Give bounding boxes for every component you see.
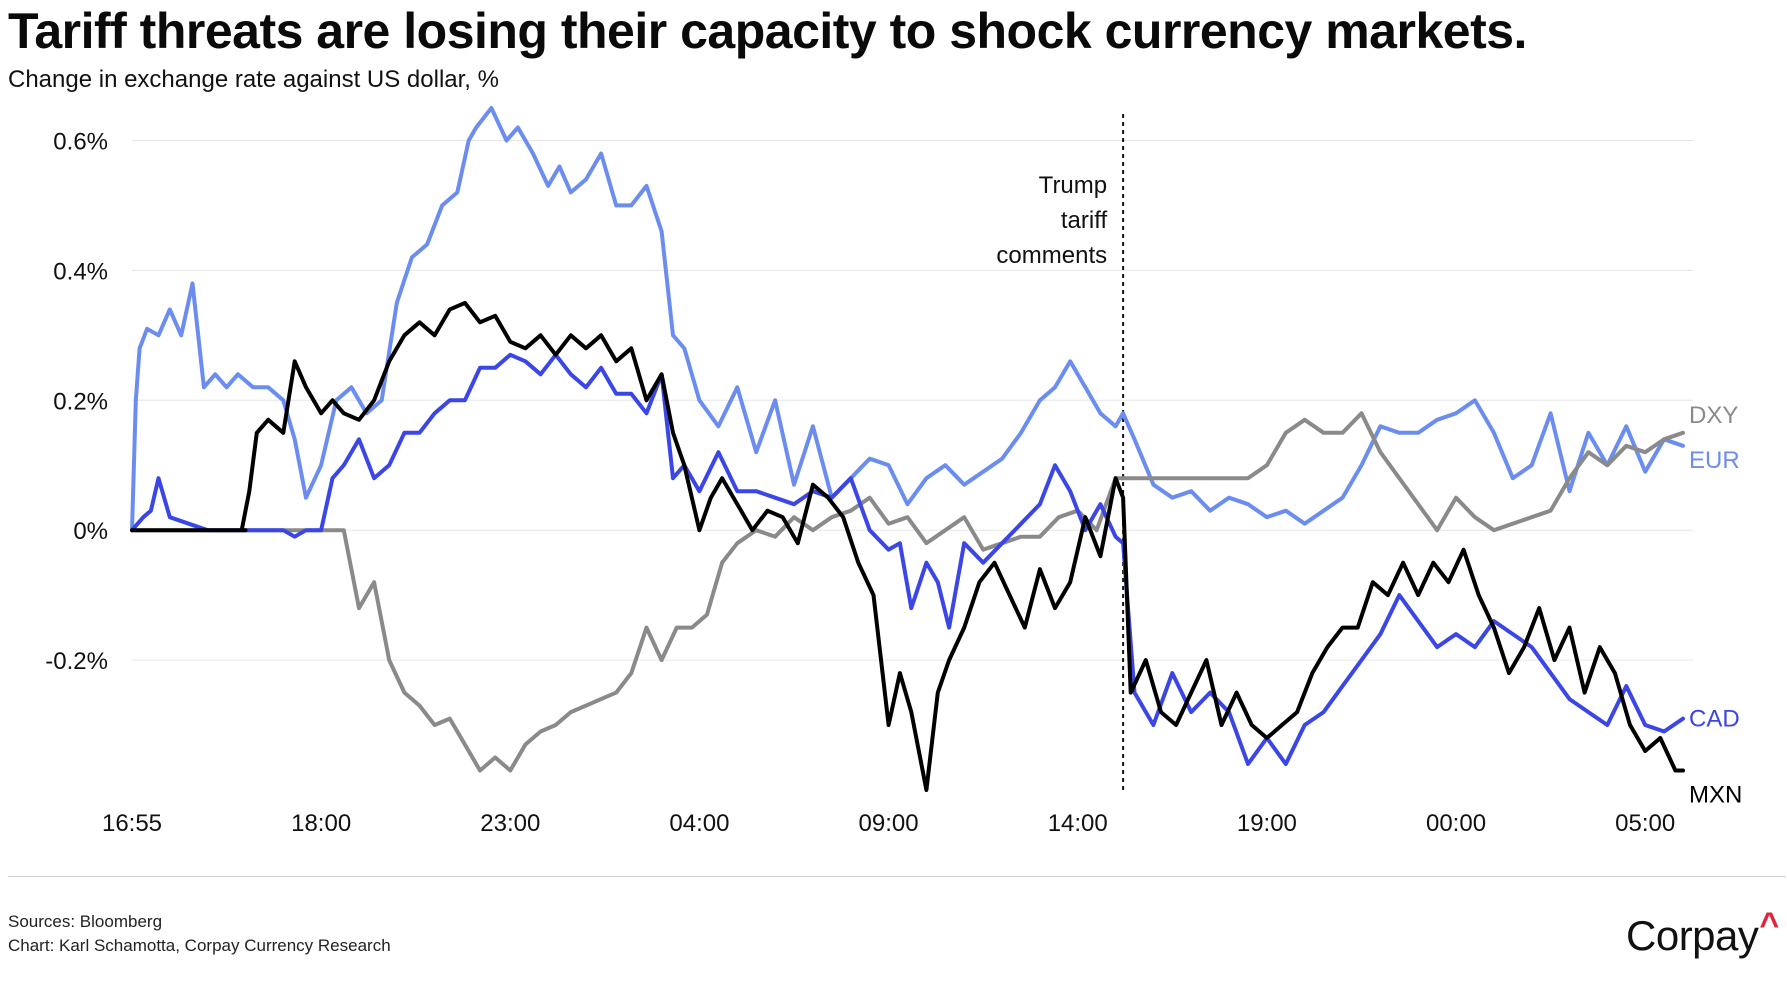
y-axis-ticks: 0.6% 0.4% 0.2% 0% -0.2% xyxy=(45,128,108,675)
x-axis-ticks: 16:55 18:00 23:00 04:00 09:00 14:00 19:00 00:00… xyxy=(102,810,1675,837)
gridlines xyxy=(132,139,1693,661)
tariff-annotation: Trump tariff comments xyxy=(996,114,1125,790)
end-label-eur: EUR xyxy=(1689,447,1740,474)
logo-caret-icon: ^ xyxy=(1759,906,1779,944)
series-line-dxy xyxy=(130,411,1685,773)
y-tick-label: 0.6% xyxy=(53,128,108,155)
annotation-text: tariff xyxy=(1061,207,1108,234)
annotation-text: comments xyxy=(996,242,1107,269)
annotation-text: Trump xyxy=(1039,172,1107,199)
series-line-mxn xyxy=(130,300,1685,792)
y-tick-label: 0.4% xyxy=(53,258,108,285)
corpay-logo: Corpay^ xyxy=(1626,906,1779,960)
series-end-labels: DXY EUR CAD MXN xyxy=(1689,402,1742,809)
x-tick-label: 00:00 xyxy=(1426,810,1486,837)
x-tick-label: 14:00 xyxy=(1048,810,1108,837)
end-label-mxn: MXN xyxy=(1689,782,1742,809)
source-note: Sources: Bloomberg xyxy=(8,912,163,931)
x-tick-label: 16:55 xyxy=(102,810,162,837)
x-tick-label: 23:00 xyxy=(480,810,540,837)
footer-divider xyxy=(8,876,1786,877)
x-tick-label: 04:00 xyxy=(669,810,729,837)
series-line-cad xyxy=(130,352,1685,766)
y-tick-label: 0% xyxy=(73,518,108,545)
series-line-eur xyxy=(130,106,1685,533)
x-tick-label: 05:00 xyxy=(1615,810,1675,837)
series-lines xyxy=(130,106,1685,792)
x-tick-label: 19:00 xyxy=(1237,810,1297,837)
chart-subtitle: Change in exchange rate against US dolla… xyxy=(8,66,499,93)
y-tick-label: -0.2% xyxy=(45,648,108,675)
logo-text: Corpay xyxy=(1626,912,1759,959)
end-label-dxy: DXY xyxy=(1689,402,1738,429)
x-tick-label: 18:00 xyxy=(291,810,351,837)
y-tick-label: 0.2% xyxy=(53,388,108,415)
x-tick-label: 09:00 xyxy=(859,810,919,837)
chart-title: Tariff threats are losing their capacity… xyxy=(8,3,1527,59)
chart-credit: Chart: Karl Schamotta, Corpay Currency R… xyxy=(8,936,391,955)
end-label-cad: CAD xyxy=(1689,706,1740,733)
